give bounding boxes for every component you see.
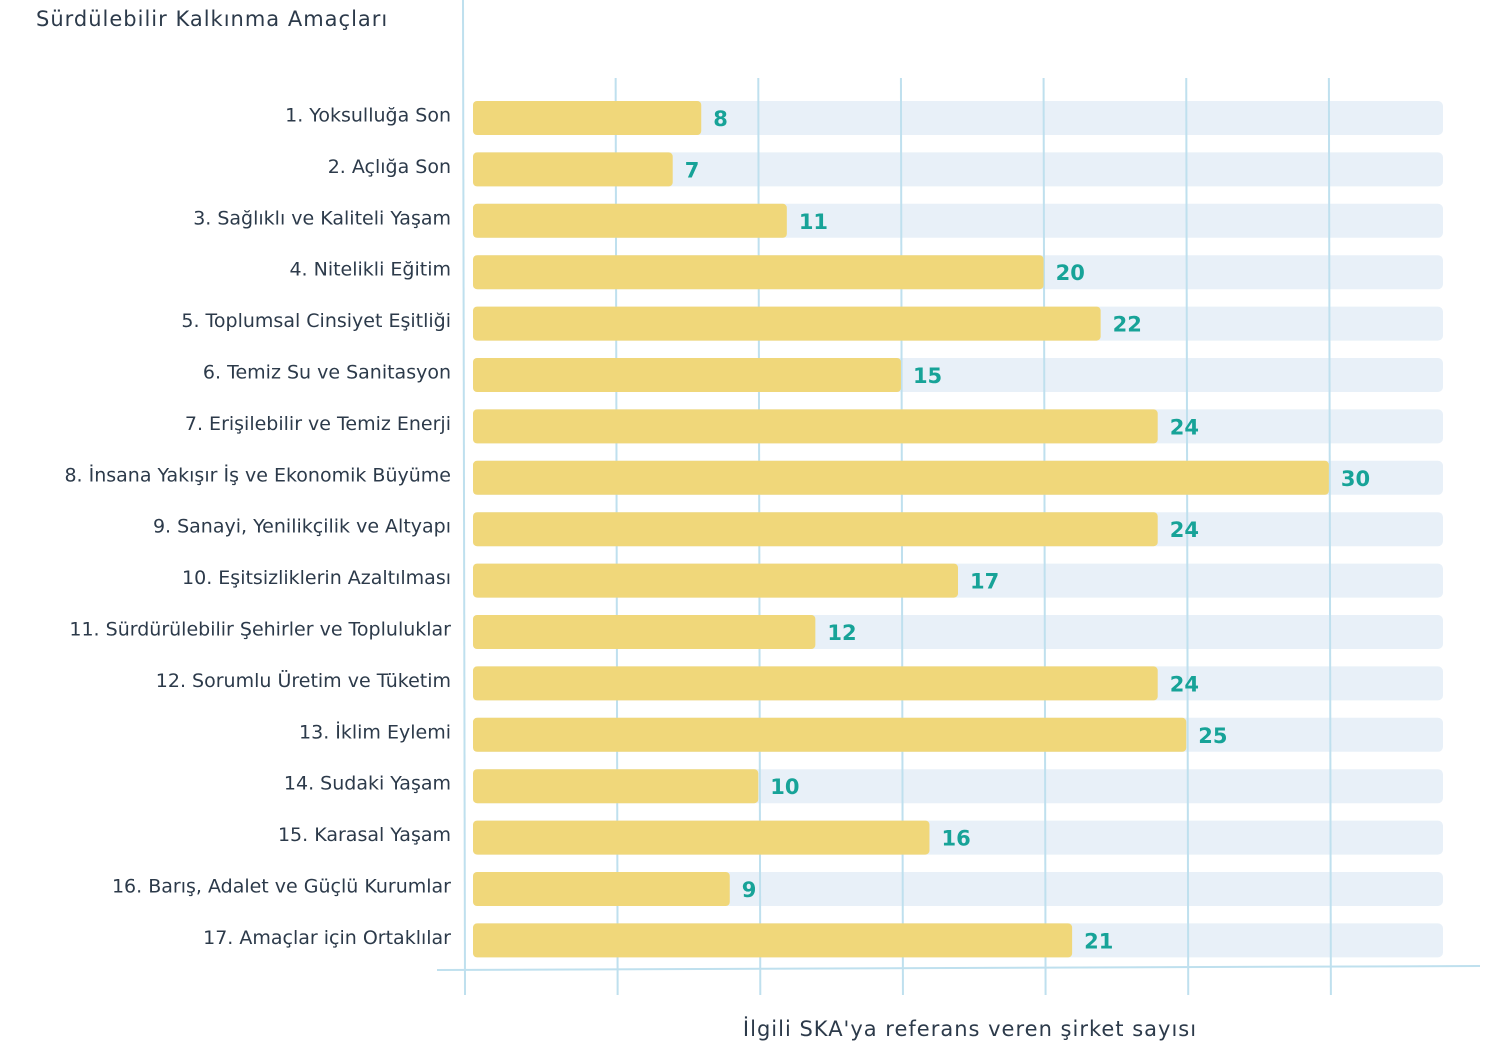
bar [473,923,1072,957]
value-label: 11 [799,210,828,234]
category-label: 8. İnsana Yakışır İş ve Ekonomik Büyüme [64,463,451,486]
value-label: 16 [941,827,970,851]
bar [473,821,929,855]
category-label: 12. Sorumlu Üretim ve Tüketim [156,669,451,692]
category-label: 17. Amaçlar için Ortaklılar [203,927,451,949]
bar [473,872,730,906]
x-axis-title: İlgili SKA'ya referans veren şirket sayı… [743,1016,1197,1041]
category-label: 9. Sanayi, Yenilikçilik ve Altyapı [153,516,451,538]
x-axis-line [437,966,1480,970]
bar [473,461,1329,495]
bar [473,358,901,392]
category-label: 16. Barış, Adalet ve Güçlü Kurumlar [112,876,451,898]
value-label: 8 [713,107,728,131]
category-label: 7. Erişilebilir ve Temiz Enerji [185,413,451,435]
value-label: 21 [1084,929,1113,953]
category-label: 6. Temiz Su ve Sanitasyon [203,362,451,384]
category-label: 1. Yoksulluğa Son [285,105,451,127]
chart: Sürdülebilir Kalkınma Amaçları İlgili SK… [0,0,1495,1048]
category-label: 5. Toplumsal Cinsiyet Eşitliği [181,310,451,332]
value-label: 10 [770,775,799,799]
category-label: 11. Sürdürülebilir Şehirler ve Toplulukl… [69,619,451,641]
value-label: 20 [1056,261,1085,285]
bar [473,666,1158,700]
bar [473,204,787,238]
bar [473,307,1101,341]
value-label: 25 [1198,724,1227,748]
value-label: 30 [1341,467,1370,491]
category-label: 14. Sudaki Yaşam [284,773,451,795]
value-label: 15 [913,364,942,388]
category-label: 4. Nitelikli Eğitim [289,259,451,281]
value-label: 22 [1113,313,1142,337]
value-label: 12 [827,621,856,645]
value-label: 24 [1170,415,1199,439]
y-axis-line [463,0,465,995]
bar [473,615,815,649]
bar [473,564,958,598]
value-label: 9 [742,878,757,902]
bar [473,769,758,803]
category-label: 3. Sağlıklı ve Kaliteli Yaşam [193,207,451,229]
value-label: 24 [1170,672,1199,696]
category-label: 10. Eşitsizliklerin Azaltılması [182,567,451,589]
value-label: 24 [1170,518,1199,542]
value-label: 17 [970,570,999,594]
category-label: 2. Açlığa Son [328,156,451,178]
bar [473,718,1186,752]
bar [473,255,1044,289]
bar [473,152,673,186]
category-label: 13. İklim Eylemi [299,720,451,743]
value-label: 7 [685,158,700,182]
bar [473,512,1158,546]
category-label: 15. Karasal Yaşam [278,824,451,846]
chart-title: Sürdülebilir Kalkınma Amaçları [36,7,388,31]
bar [473,101,701,135]
bar [473,409,1158,443]
